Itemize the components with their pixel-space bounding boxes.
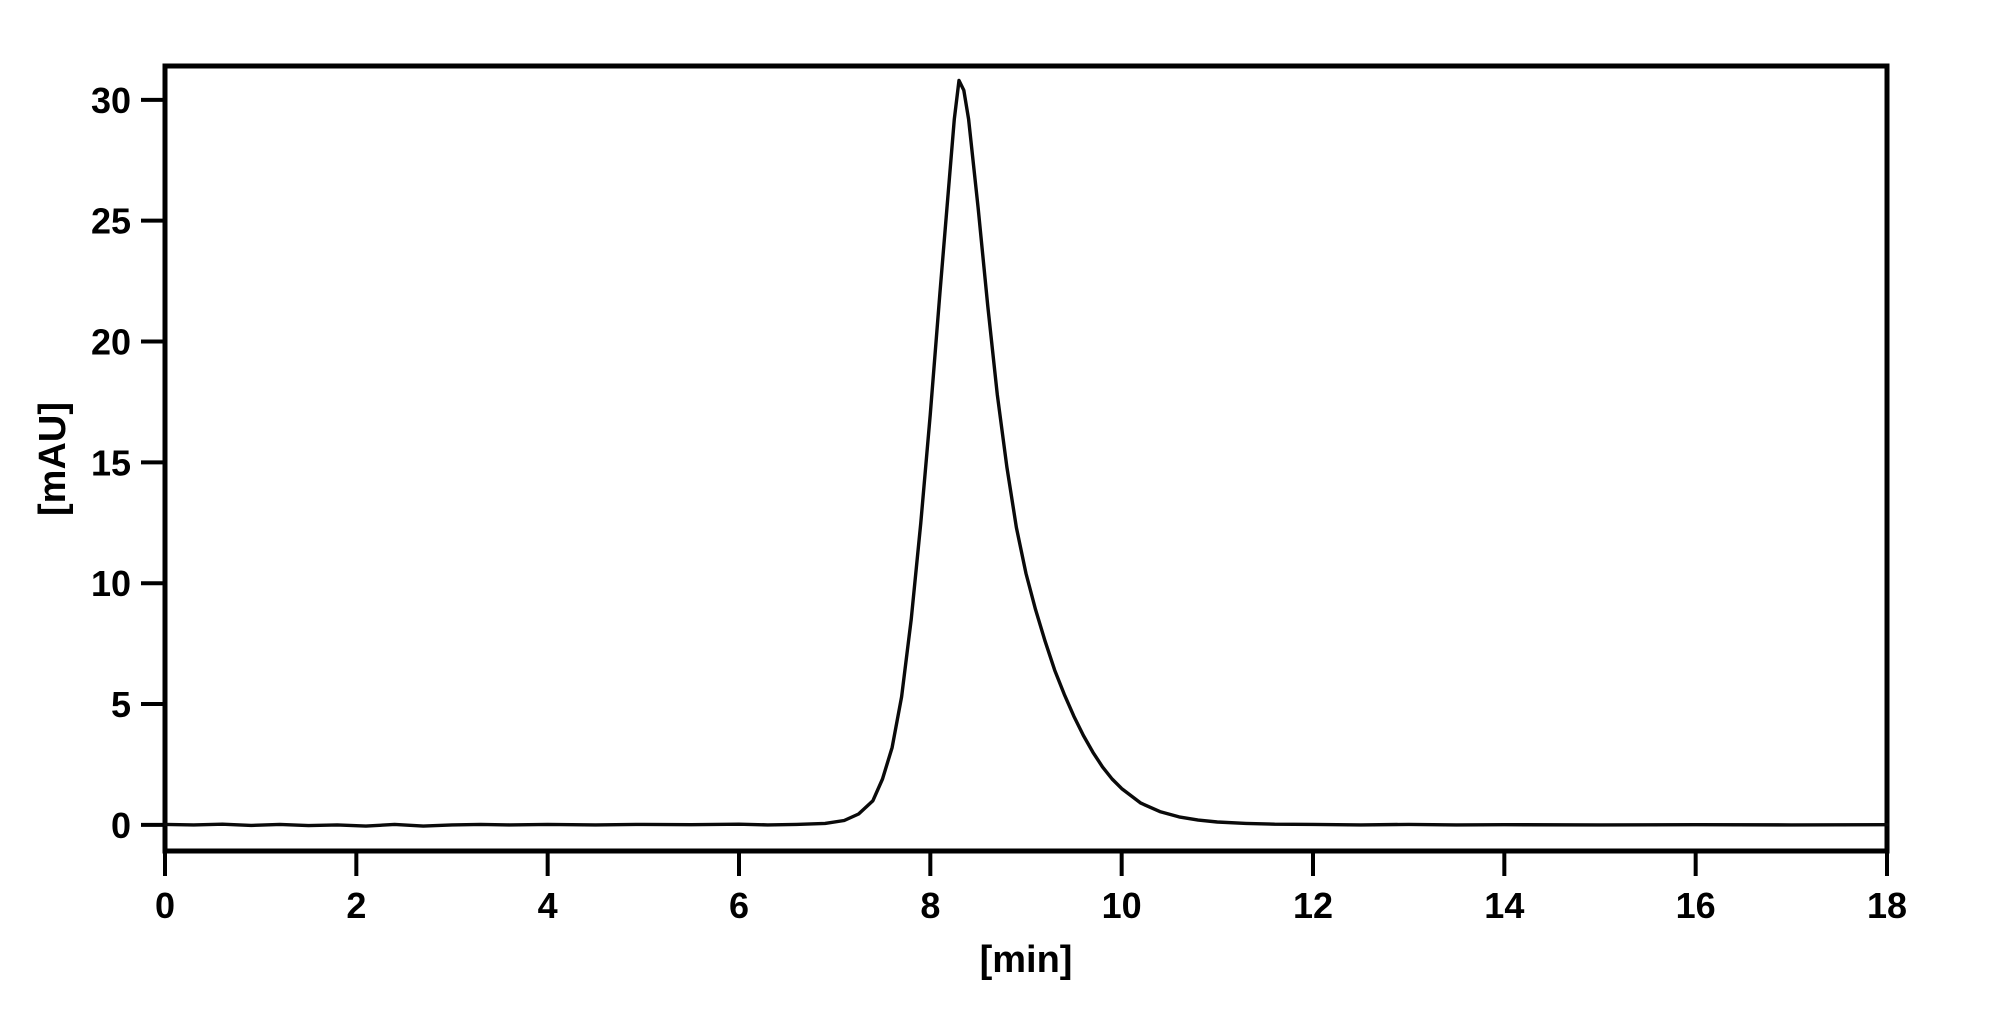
x-tick-label: 0 [155,885,175,926]
y-tick-label: 10 [91,563,131,604]
x-tick-label: 6 [729,885,749,926]
x-tick-label: 14 [1484,885,1524,926]
x-tick-label: 18 [1867,885,1907,926]
x-tick-label: 2 [346,885,366,926]
x-axis-title: [min] [980,939,1073,981]
x-tick-label: 12 [1293,885,1333,926]
plot-frame [162,63,1890,854]
y-tick-label: 15 [91,442,131,483]
y-tick-label: 20 [91,322,131,363]
y-axis-title: [mAU] [32,402,74,516]
x-tick-label: 10 [1102,885,1142,926]
y-tick-label: 0 [111,805,131,846]
x-tick-label: 16 [1676,885,1716,926]
x-tick-label: 4 [538,885,558,926]
y-tick-label: 25 [91,201,131,242]
x-tick-label: 8 [920,885,940,926]
y-tick-label: 5 [111,684,131,725]
chromatogram-trace [163,78,1889,828]
y-tick-label: 30 [91,80,131,121]
